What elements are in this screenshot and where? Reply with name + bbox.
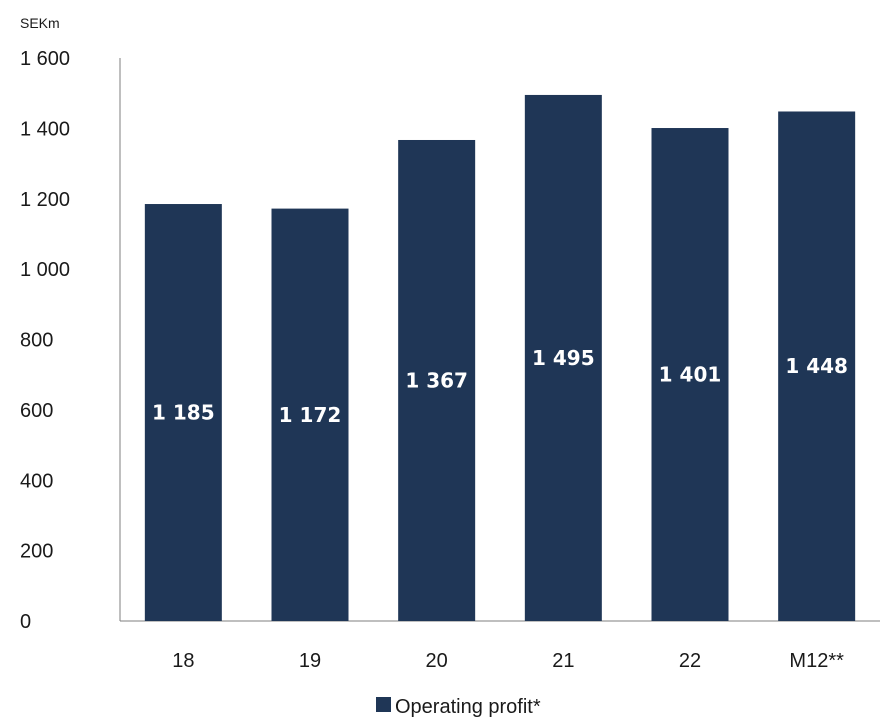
bar-19: [271, 208, 349, 622]
bar-20: [398, 139, 476, 621]
data-label: 1 172: [279, 403, 342, 427]
data-label: 1 401: [659, 363, 722, 387]
y-tick-label: 1 000: [20, 259, 70, 281]
y-tick-label: 1 600: [20, 48, 70, 70]
y-tick-label: 1 400: [20, 118, 70, 140]
x-tick-label: 21: [552, 650, 574, 672]
y-tick-label: 600: [20, 400, 53, 422]
data-label: 1 367: [405, 368, 468, 392]
data-label: 1 185: [152, 401, 215, 425]
y-axis-unit-label: SEKm: [20, 15, 60, 31]
bar-22: [651, 128, 729, 621]
legend-swatch: [376, 697, 391, 712]
bar-M12: [778, 111, 856, 622]
legend: Operating profit*: [376, 696, 541, 718]
y-tick-label: 200: [20, 541, 53, 563]
x-axis-ticks: 18 19 20 21 22 M12**: [172, 650, 844, 672]
y-tick-label: 800: [20, 330, 53, 352]
y-axis-ticks: 0 200 400 600 800 1 000 1 200 1 400 1 600: [20, 48, 70, 633]
x-tick-label: 18: [172, 650, 194, 672]
data-labels: 1 185 1 172 1 367 1 495 1 401 1 448: [152, 346, 848, 427]
x-tick-label: 20: [426, 650, 448, 672]
x-tick-label: 19: [299, 650, 321, 672]
bar-21: [524, 94, 602, 621]
bars: [144, 94, 856, 622]
y-tick-label: 0: [20, 611, 31, 633]
data-label: 1 448: [785, 354, 848, 378]
x-tick-label: M12**: [789, 650, 844, 672]
legend-label: Operating profit*: [395, 696, 541, 718]
y-tick-label: 400: [20, 470, 53, 492]
bar-18: [144, 204, 222, 621]
data-label: 1 495: [532, 346, 595, 370]
y-tick-label: 1 200: [20, 189, 70, 211]
x-tick-label: 22: [679, 650, 701, 672]
